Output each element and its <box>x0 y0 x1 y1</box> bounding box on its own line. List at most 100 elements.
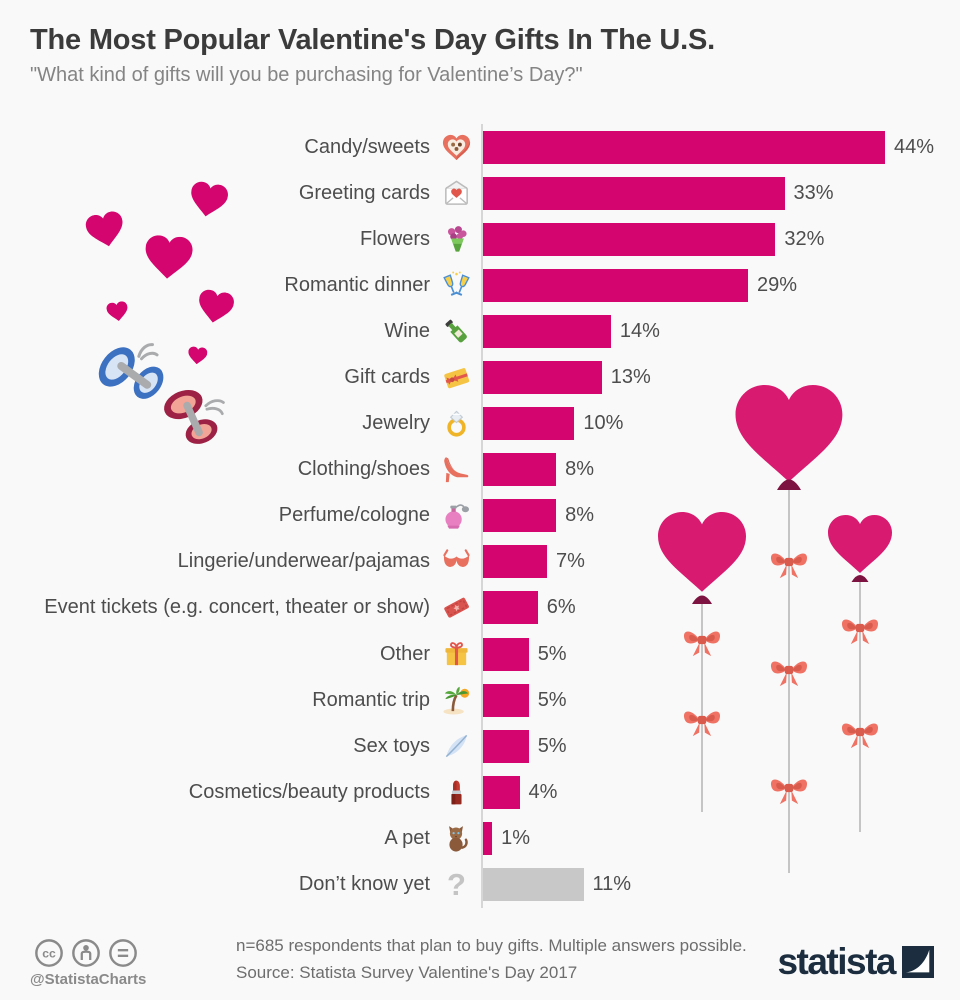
category-label: Other <box>379 642 430 665</box>
feather-icon <box>430 731 483 762</box>
chart-row: Other 5% <box>0 631 960 677</box>
value-label: 6% <box>546 596 576 619</box>
question-mark-icon: ? <box>430 869 483 900</box>
chart-row: Clothing/shoes 8% <box>0 447 960 493</box>
bar <box>483 729 529 763</box>
statista-logo: statista <box>777 941 934 983</box>
value-label: 32% <box>784 227 825 250</box>
page-title: The Most Popular Valentine's Day Gifts I… <box>30 24 715 56</box>
chart-row: Lingerie/underwear/pajamas 7% <box>0 539 960 585</box>
chart-row: Romantic dinner 29% <box>0 262 960 308</box>
chocolate-box-icon <box>430 132 483 163</box>
bar <box>483 268 748 302</box>
bar <box>483 222 776 256</box>
value-label: 33% <box>793 181 834 204</box>
cc-icon: cc <box>35 939 63 967</box>
value-label: 10% <box>583 412 624 435</box>
bra-icon <box>430 546 483 577</box>
category-label: Sex toys <box>353 734 430 757</box>
high-heel-icon <box>430 454 483 485</box>
page-subtitle: "What kind of gifts will you be purchasi… <box>30 64 583 86</box>
bar <box>483 361 602 395</box>
bar <box>483 453 557 487</box>
gift-box-icon <box>430 639 483 670</box>
category-label: Jewelry <box>362 412 430 435</box>
value-label: 8% <box>565 458 594 481</box>
heart-balloons-decoration <box>658 385 892 873</box>
value-label: 44% <box>894 135 935 158</box>
chart-row: Sex toys 5% <box>0 723 960 769</box>
champagne-bottle-icon <box>430 316 483 347</box>
bar <box>483 683 529 717</box>
footer-source: Source: Statista Survey Valentine's Day … <box>236 963 578 982</box>
category-label: Gift cards <box>344 366 430 389</box>
license-badges: cc <box>34 938 138 968</box>
chart-row: Candy/sweets 44% <box>0 124 960 170</box>
value-label: 5% <box>537 688 567 711</box>
gift-card-icon <box>430 362 483 393</box>
chart-row: Don’t know yet? 11% <box>0 862 960 908</box>
love-letter-icon <box>430 178 483 209</box>
blue-butterfly-icon <box>98 343 164 399</box>
bar-chart: Candy/sweets 44% Greeting cards 33% Flowers 3… <box>0 124 960 908</box>
value-label: 14% <box>619 319 660 342</box>
chart-row: Event tickets (e.g. concert, theater or … <box>0 585 960 631</box>
chart-baseline <box>481 124 483 908</box>
bar <box>483 821 493 855</box>
category-label: Don’t know yet <box>298 873 430 896</box>
pink-butterfly-icon <box>164 389 225 444</box>
value-label: 11% <box>592 873 632 896</box>
value-label: 1% <box>501 826 530 849</box>
heart-icon <box>187 347 207 365</box>
value-label: 5% <box>537 642 567 665</box>
bar <box>483 591 538 625</box>
bar <box>483 314 611 348</box>
clinking-glasses-icon <box>430 270 483 301</box>
chart-row: Wine 14% <box>0 308 960 354</box>
svg-text:?: ? <box>447 869 466 900</box>
bar <box>483 130 885 164</box>
value-label: 5% <box>537 734 567 757</box>
chart-row: Cosmetics/beauty products 4% <box>0 769 960 815</box>
svg-text:cc: cc <box>42 947 56 961</box>
ring-icon <box>430 408 483 439</box>
footer-note: n=685 respondents that plan to buy gifts… <box>236 936 747 955</box>
bar <box>483 775 520 809</box>
ticket-icon <box>430 592 483 623</box>
heart-icon <box>190 182 228 217</box>
value-label: 7% <box>556 550 585 573</box>
category-label: Cosmetics/beauty products <box>188 780 430 803</box>
category-label: Perfume/cologne <box>278 504 430 527</box>
heart-icon <box>145 235 193 279</box>
chart-row: Jewelry 10% <box>0 401 960 447</box>
value-label: 29% <box>757 273 798 296</box>
category-label: Flowers <box>359 227 430 250</box>
chart-row: Romantic trip 5% <box>0 677 960 723</box>
bar <box>483 637 529 671</box>
category-label: Romantic dinner <box>284 273 430 296</box>
chart-row: A pet 1% <box>0 815 960 861</box>
attribution-icon <box>72 939 100 967</box>
value-label: 4% <box>528 780 558 803</box>
chart-row: Greeting cards 33% <box>0 170 960 216</box>
bar <box>483 499 557 533</box>
category-label: A pet <box>384 826 430 849</box>
lipstick-icon <box>430 777 483 808</box>
bar <box>483 545 547 579</box>
heart-icon <box>198 290 234 323</box>
chart-row: Gift cards 13% <box>0 354 960 400</box>
category-label: Romantic trip <box>312 688 430 711</box>
palm-tree-icon <box>430 685 483 716</box>
category-label: Wine <box>384 319 430 342</box>
bar <box>483 868 584 902</box>
statista-logo-text: statista <box>777 941 896 982</box>
heart-icon <box>85 211 122 247</box>
value-label: 8% <box>565 504 594 527</box>
value-label: 13% <box>610 366 651 389</box>
perfume-icon <box>430 500 483 531</box>
category-label: Clothing/shoes <box>297 458 430 481</box>
chart-row: Flowers 32% <box>0 216 960 262</box>
statista-logo-mark <box>902 946 934 978</box>
chart-row: Perfume/cologne 8% <box>0 493 960 539</box>
